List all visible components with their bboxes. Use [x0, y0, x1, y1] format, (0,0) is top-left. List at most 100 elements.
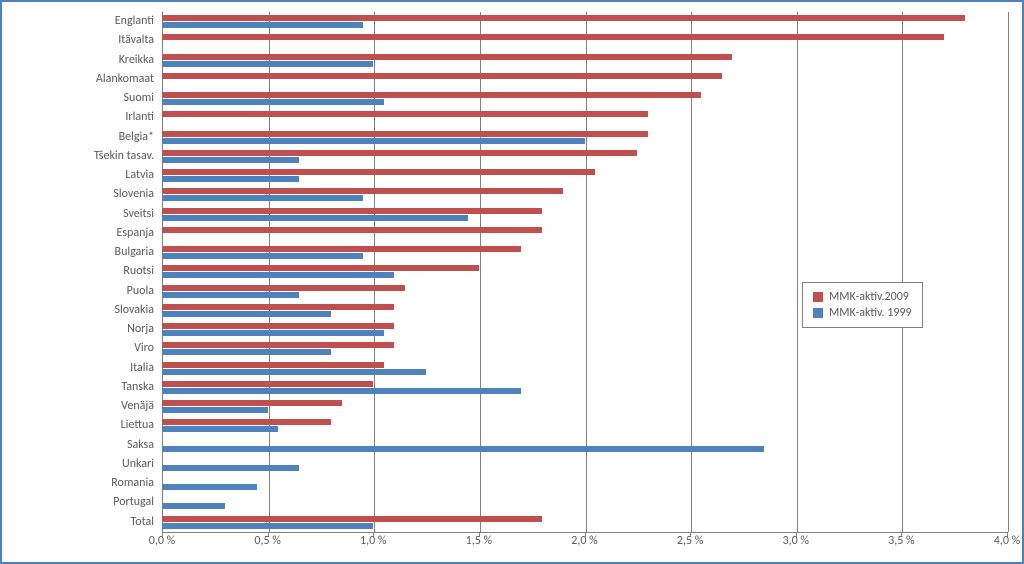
- chart-frame: EnglantiItävaltaKreikkaAlankomaatSuomiIr…: [0, 0, 1024, 564]
- bar-series-1: [162, 138, 585, 144]
- bar-series-0: [162, 92, 701, 98]
- legend-item: MMK-aktiv. 1999: [813, 305, 912, 321]
- category-label: Alankomaat: [2, 70, 154, 89]
- bar-series-0: [162, 227, 542, 233]
- bar-series-0: [162, 34, 944, 40]
- category-label: Venäjä: [2, 397, 154, 416]
- bar-series-1: [162, 407, 268, 413]
- bar-series-0: [162, 285, 405, 291]
- category-row: Bulgaria: [2, 243, 1007, 262]
- category-label: Bulgaria: [2, 243, 154, 262]
- category-row: Total: [2, 513, 1007, 532]
- category-label: Tanska: [2, 378, 154, 397]
- x-axis-label: 4,0 %: [994, 534, 1020, 548]
- x-axis-label: 1,0 %: [360, 534, 386, 548]
- bar-series-1: [162, 195, 363, 201]
- category-label: Slovakia: [2, 301, 154, 320]
- category-row: Tanska: [2, 378, 1007, 397]
- category-label: Romania: [2, 474, 154, 493]
- bar-series-1: [162, 253, 363, 259]
- bar-series-1: [162, 446, 764, 452]
- category-row: Viro: [2, 339, 1007, 358]
- category-row: Englanti: [2, 12, 1007, 31]
- bar-series-1: [162, 503, 225, 509]
- category-label: Total: [2, 513, 154, 532]
- x-axis-labels: 0,0 %0,5 %1,0 %1,5 %2,0 %2,5 %3,0 %3,5 %…: [162, 534, 1007, 554]
- category-row: Italia: [2, 359, 1007, 378]
- bar-series-0: [162, 362, 384, 368]
- category-row: Tšekin tasav.: [2, 147, 1007, 166]
- category-label: Norja: [2, 320, 154, 339]
- category-label: Viro: [2, 339, 154, 358]
- category-label: Sveitsi: [2, 205, 154, 224]
- category-row: Romania: [2, 474, 1007, 493]
- category-label: Unkari: [2, 455, 154, 474]
- bar-series-1: [162, 22, 363, 28]
- bar-series-0: [162, 516, 542, 522]
- category-label: Italia: [2, 359, 154, 378]
- category-row: Liettua: [2, 416, 1007, 435]
- bar-series-0: [162, 400, 342, 406]
- category-row: Slovenia: [2, 185, 1007, 204]
- bar-series-1: [162, 176, 299, 182]
- bar-series-1: [162, 465, 299, 471]
- category-row: Espanja: [2, 224, 1007, 243]
- bar-series-1: [162, 484, 257, 490]
- bar-series-0: [162, 169, 595, 175]
- bar-series-0: [162, 73, 722, 79]
- category-label: Kreikka: [2, 51, 154, 70]
- x-axis-label: 0,0 %: [149, 534, 175, 548]
- category-label: Belgia*: [2, 128, 154, 147]
- category-row: Sveitsi: [2, 205, 1007, 224]
- bar-series-1: [162, 369, 426, 375]
- bar-series-1: [162, 349, 331, 355]
- legend-item: MMK-aktiv.2009: [813, 289, 912, 305]
- bar-series-1: [162, 99, 384, 105]
- bar-series-1: [162, 272, 394, 278]
- category-label: Liettua: [2, 416, 154, 435]
- legend-label: MMK-aktiv.2009: [829, 289, 909, 305]
- legend: MMK-aktiv.2009MMK-aktiv. 1999: [802, 282, 923, 328]
- x-axis-label: 2,5 %: [677, 534, 703, 548]
- bar-series-0: [162, 54, 732, 60]
- bar-series-0: [162, 304, 394, 310]
- chart-rows: EnglantiItävaltaKreikkaAlankomaatSuomiIr…: [2, 12, 1007, 532]
- category-label: Ruotsi: [2, 262, 154, 281]
- legend-swatch: [813, 308, 823, 318]
- bar-series-1: [162, 215, 468, 221]
- legend-swatch: [813, 292, 823, 302]
- category-label: Tšekin tasav.: [2, 147, 154, 166]
- bar-series-0: [162, 323, 394, 329]
- category-row: Itävalta: [2, 31, 1007, 50]
- bar-series-0: [162, 246, 521, 252]
- bar-series-1: [162, 426, 278, 432]
- bar-series-0: [162, 381, 373, 387]
- category-label: Espanja: [2, 224, 154, 243]
- x-axis-label: 0,5 %: [254, 534, 280, 548]
- category-label: Englanti: [2, 12, 154, 31]
- x-axis-label: 1,5 %: [466, 534, 492, 548]
- category-label: Portugal: [2, 493, 154, 512]
- bar-series-1: [162, 292, 299, 298]
- category-label: Suomi: [2, 89, 154, 108]
- bar-series-0: [162, 342, 394, 348]
- category-label: Itävalta: [2, 31, 154, 50]
- bar-series-1: [162, 388, 521, 394]
- category-row: Belgia*: [2, 128, 1007, 147]
- bar-series-1: [162, 330, 384, 336]
- bar-series-0: [162, 131, 648, 137]
- bar-series-0: [162, 265, 479, 271]
- x-axis-label: 2,0 %: [571, 534, 597, 548]
- category-label: Slovenia: [2, 185, 154, 204]
- category-row: Suomi: [2, 89, 1007, 108]
- category-row: Unkari: [2, 455, 1007, 474]
- legend-label: MMK-aktiv. 1999: [829, 305, 912, 321]
- bar-series-1: [162, 311, 331, 317]
- bar-series-1: [162, 61, 373, 67]
- category-label: Puola: [2, 282, 154, 301]
- category-row: Saksa: [2, 436, 1007, 455]
- category-label: Saksa: [2, 436, 154, 455]
- bar-series-0: [162, 111, 648, 117]
- bar-series-0: [162, 419, 331, 425]
- category-row: Kreikka: [2, 51, 1007, 70]
